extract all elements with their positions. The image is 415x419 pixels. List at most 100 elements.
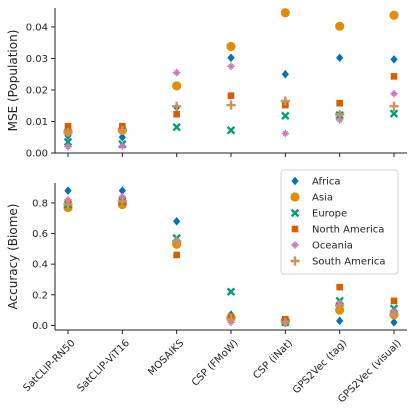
data-point xyxy=(390,73,398,80)
data-point-shape xyxy=(227,53,235,63)
data-point-shape xyxy=(389,101,399,111)
data-point xyxy=(281,69,289,79)
y-tick-label: 0.01 xyxy=(26,117,48,128)
data-point xyxy=(172,122,181,132)
data-point-shape xyxy=(389,10,399,20)
legend-item: Asia xyxy=(290,192,333,204)
data-point-shape xyxy=(280,317,290,327)
data-point-shape xyxy=(172,101,182,111)
y-tick-label: 0.6 xyxy=(32,229,48,240)
series-south-america xyxy=(63,96,399,138)
data-point xyxy=(172,101,182,111)
data-point-shape xyxy=(64,186,72,195)
data-point-shape xyxy=(172,122,181,132)
data-point-shape xyxy=(118,142,127,150)
data-point-shape xyxy=(117,125,127,135)
y-tick-label: 0.03 xyxy=(26,54,48,65)
y-axis-title: Accuracy (Biome) xyxy=(6,204,20,310)
legend-label: South America xyxy=(312,257,386,268)
data-point xyxy=(117,125,127,135)
legend-frame xyxy=(280,169,399,275)
data-point xyxy=(172,236,182,246)
x-tick-label: CSP (iNat) xyxy=(251,338,295,382)
data-point xyxy=(173,110,180,118)
data-point-shape xyxy=(281,111,290,121)
data-point xyxy=(335,21,345,31)
data-point xyxy=(173,251,180,259)
data-point xyxy=(227,53,235,63)
y-tick-label: 0.04 xyxy=(26,22,48,33)
data-point xyxy=(389,101,399,111)
data-point-shape xyxy=(280,96,290,106)
data-point xyxy=(336,99,343,107)
data-point xyxy=(63,199,73,210)
data-point xyxy=(281,111,290,121)
data-point xyxy=(226,314,236,324)
data-point xyxy=(335,109,345,120)
legend-marker xyxy=(291,225,299,233)
data-point xyxy=(280,317,290,327)
x-tick-label: SatCLIP-ViT16 xyxy=(75,338,132,395)
legend-item: Europe xyxy=(290,209,347,220)
x-tick-label: SatCLIP-RN50 xyxy=(21,338,77,394)
data-point-shape xyxy=(390,89,398,98)
legend-marker-shape xyxy=(291,176,299,186)
legend-label: Africa xyxy=(312,177,341,188)
data-point xyxy=(118,132,126,142)
y-tick-label: 0.4 xyxy=(32,260,48,271)
data-point xyxy=(336,316,344,326)
y-tick-label: 0.0 xyxy=(32,321,48,332)
data-point-shape xyxy=(336,99,343,107)
data-point xyxy=(118,142,127,150)
data-point xyxy=(390,55,398,64)
data-point xyxy=(280,8,290,18)
legend-label: Oceania xyxy=(312,241,353,252)
data-point xyxy=(280,96,290,106)
data-point xyxy=(226,100,236,110)
data-point-shape xyxy=(118,132,126,142)
data-point-shape xyxy=(336,283,343,291)
data-point xyxy=(336,53,344,63)
data-point-shape xyxy=(281,129,290,138)
data-point xyxy=(63,127,73,138)
data-point xyxy=(173,216,181,226)
data-point-shape xyxy=(280,8,290,18)
data-point xyxy=(226,126,236,135)
data-point xyxy=(64,142,72,151)
y-tick-label: 0.00 xyxy=(26,149,48,160)
data-point xyxy=(172,68,181,77)
legend-item: Africa xyxy=(291,176,341,188)
legend-marker-shape xyxy=(291,225,299,233)
data-point-shape xyxy=(63,199,73,210)
data-point-shape xyxy=(173,216,181,226)
data-point-shape xyxy=(117,196,127,206)
data-point-shape xyxy=(335,21,345,31)
legend-marker-shape xyxy=(290,256,300,266)
data-point-shape xyxy=(227,62,235,71)
data-point-shape xyxy=(389,310,399,320)
x-tick-label: MOSAIKS xyxy=(146,338,186,378)
data-point-shape xyxy=(335,116,344,124)
data-point xyxy=(226,41,236,52)
series-oceania xyxy=(64,62,398,151)
data-point-shape xyxy=(172,236,182,246)
legend-item: Oceania xyxy=(291,241,353,252)
data-point-shape xyxy=(173,251,180,259)
legend-marker-shape xyxy=(290,192,300,202)
data-point xyxy=(226,287,236,296)
legend-marker xyxy=(290,256,300,266)
data-point-shape xyxy=(226,41,236,52)
data-point xyxy=(281,129,290,138)
data-point-shape xyxy=(64,122,72,130)
legend-marker xyxy=(291,241,299,249)
legend-label: Asia xyxy=(312,193,333,204)
series-asia xyxy=(63,8,399,137)
data-point-shape xyxy=(335,109,345,120)
data-point-shape xyxy=(336,316,344,326)
data-point xyxy=(390,89,398,98)
data-point xyxy=(389,109,399,118)
data-point-shape xyxy=(63,137,73,147)
data-point-shape xyxy=(281,69,289,79)
